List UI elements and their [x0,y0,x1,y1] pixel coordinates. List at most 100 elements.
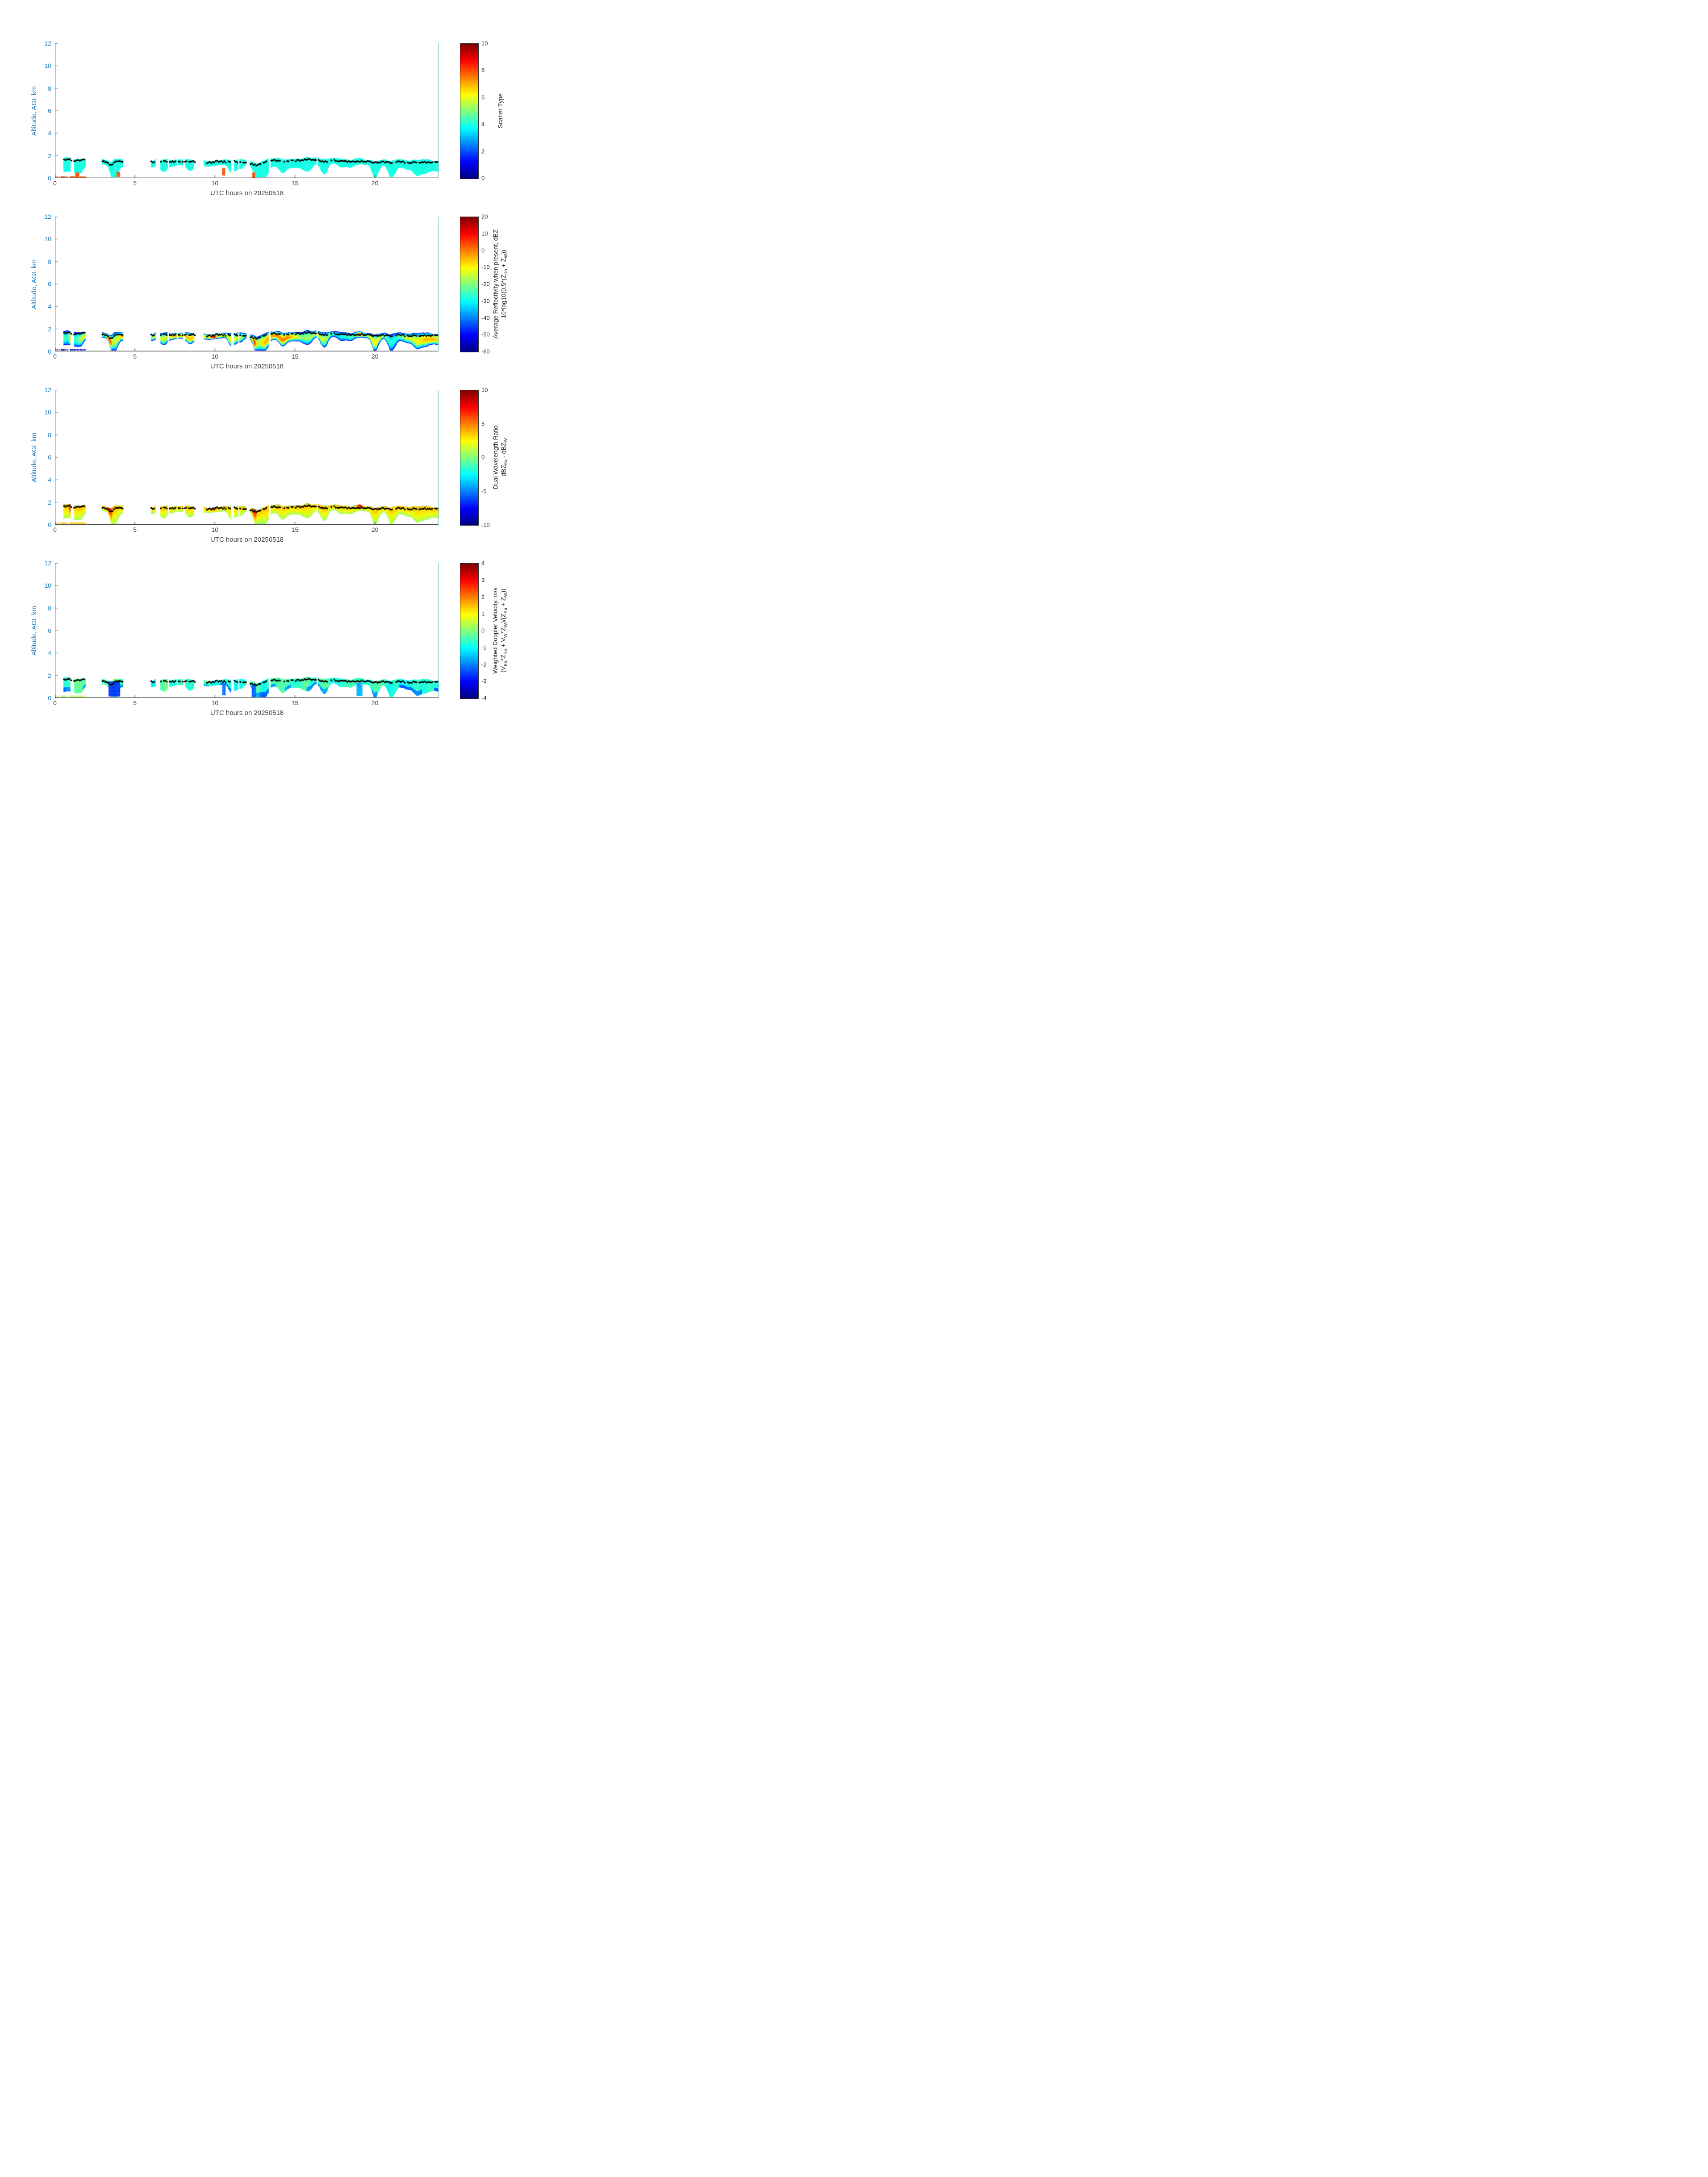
x-tick-label: 10 [211,699,219,706]
x-tick-label: 5 [133,353,137,360]
x-tick-label: 15 [291,353,299,360]
colorbar-tick-label: -3 [481,677,487,685]
x-tick-label: 10 [211,353,219,360]
colorbar-tick-label: 2 [481,593,485,600]
colorbar-title-line: Dual Wavelength Ratio [492,425,499,489]
x-tick-label: 15 [291,180,299,187]
y-tick-label: 8 [48,604,51,612]
x-tick-label: 0 [53,180,57,187]
colorbar-title-text: Dual Wavelength Ratio dBZKa - dBZW [491,426,509,489]
y-tick-label: 10 [44,409,51,416]
colorbar-title: Average Reflectivity when present, dBZ 1… [488,217,513,351]
colorbar-title: Dual Wavelength Ratio dBZKa - dBZW [488,390,513,525]
x-tick-label: 5 [133,699,137,706]
colorbar-ticks: 20 10 0 -10 -20 -30 -40 -50 -60 [481,213,499,355]
x-axis-label: UTC hours on 20250518 [210,363,284,370]
colorbar-tick-label: 4 [481,560,485,567]
colorbar-tick-label: 3 [481,577,485,584]
colorbar-tick-label: -40 [481,314,490,321]
colorbar-tick-label: -10 [481,263,490,271]
colorbar-tick-label: 0 [481,454,485,461]
colorbar-tick-label: 6 [481,94,485,101]
colorbar-tick-label: 20 [481,213,488,220]
colorbar-tick-label: -10 [481,521,490,528]
x-axis-ticks: 0 5 10 15 20 [53,699,439,707]
y-tick-label: 8 [48,431,51,439]
x-tick-label: 20 [371,526,379,533]
colorbar-tick-label: -20 [481,280,490,288]
y-tick-label: 0 [48,694,51,702]
y-tick-label: 6 [48,627,51,634]
y-tick-label: 12 [44,386,51,393]
colorbar-title-line: (VKa*ZKa + VW*ZW)/(ZKa + ZW)) [500,589,509,673]
colorbar-title: Weighted Doppler Velocity, m/s (VKa*ZKa … [488,563,513,698]
colorbar-tick-label: -60 [481,348,490,355]
y-tick-label: 4 [48,649,51,657]
colorbar-tick-label: 2 [481,148,485,155]
colorbar-title: Scatter Type [488,43,513,178]
colorbar-title-line: dBZKa - dBZW [500,438,509,476]
x-axis-ticks: 0 5 10 15 20 [53,353,439,361]
colorbar-tick-label: 4 [481,121,485,128]
x-tick-label: 5 [133,180,137,187]
x-tick-label: 0 [53,526,57,533]
y-tick-label: 10 [44,62,51,70]
y-tick-label: 8 [48,258,51,265]
x-tick-label: 10 [211,180,219,187]
colorbar-tick-label: 0 [481,627,485,634]
colorbar-tick-label: 0 [481,247,485,254]
y-tick-label: 8 [48,84,51,92]
y-tick-label: 4 [48,130,51,137]
y-tick-label: 12 [44,213,51,220]
x-tick-label: 20 [371,180,379,187]
colorbar-tick-label: 10 [481,40,488,47]
colorbar-tick-label: -5 [481,488,487,494]
colorbar-ticks: 4 3 2 1 0 -1 -2 -3 -4 [481,560,499,702]
colorbar-ticks: 10 8 6 4 2 0 [481,40,499,182]
y-axis-ticks: 0 2 4 6 8 10 12 [0,213,51,355]
radar-quicklook-figure: Altitude, AGL km 0 2 4 6 8 10 12 0 5 10 15 20 UTC … [0,0,569,726]
colorbar-title-text: Average Reflectivity when present, dBZ 1… [491,230,509,339]
colorbar-tick-label: -50 [481,331,490,338]
colorbar-tick-label: -1 [481,644,487,651]
y-tick-label: 4 [48,303,51,310]
y-tick-label: 10 [44,235,51,243]
colorbar-tick-label: -30 [481,297,490,305]
x-axis-label: UTC hours on 20250518 [210,709,284,717]
x-tick-label: 20 [371,699,379,706]
colorbar-title-line: 10*log10(0.5*(ZKa + ZW)) [500,250,509,318]
x-tick-label: 0 [53,699,57,706]
y-tick-label: 0 [48,521,51,528]
plot-canvas-dwr [55,390,439,525]
y-tick-label: 10 [44,582,51,589]
y-axis-ticks: 0 2 4 6 8 10 12 [0,40,51,182]
panel-scatter-type: Altitude, AGL km 0 2 4 6 8 10 12 0 5 10 15 20 UTC … [0,40,569,209]
colorbar-canvas-velocity [460,563,479,699]
y-tick-label: 12 [44,40,51,47]
colorbar-tick-label: 5 [481,420,485,427]
colorbar-title-text: Scatter Type [496,93,504,128]
x-axis-label: UTC hours on 20250518 [210,536,284,543]
x-tick-label: 10 [211,526,219,533]
colorbar-ticks: 10 5 0 -5 -10 [481,386,499,528]
y-tick-label: 2 [48,152,51,159]
x-tick-label: 5 [133,526,137,533]
colorbar-tick-label: 8 [481,67,485,74]
colorbar-tick-label: 10 [481,230,488,237]
colorbar-tick-label: 0 [481,175,485,182]
y-tick-label: 12 [44,560,51,567]
colorbar-tick-label: 10 [481,386,488,393]
y-tick-label: 2 [48,672,51,679]
colorbar-title-text: Weighted Doppler Velocity, m/s (VKa*ZKa … [491,587,509,673]
x-axis-label: UTC hours on 20250518 [210,189,284,197]
panel-reflectivity: Altitude, AGL km 0 2 4 6 8 10 12 0 5 10 15 20 UTC … [0,213,569,383]
x-tick-label: 15 [291,526,299,533]
x-tick-label: 20 [371,353,379,360]
y-tick-label: 6 [48,107,51,114]
colorbar-tick-label: -2 [481,661,487,668]
panel-velocity: Altitude, AGL km 0 2 4 6 8 10 12 0 5 10 15 20 UTC … [0,560,569,729]
x-axis-ticks: 0 5 10 15 20 [53,180,439,188]
y-axis-ticks: 0 2 4 6 8 10 12 [0,386,51,528]
y-tick-label: 2 [48,498,51,506]
x-axis-ticks: 0 5 10 15 20 [53,526,439,534]
